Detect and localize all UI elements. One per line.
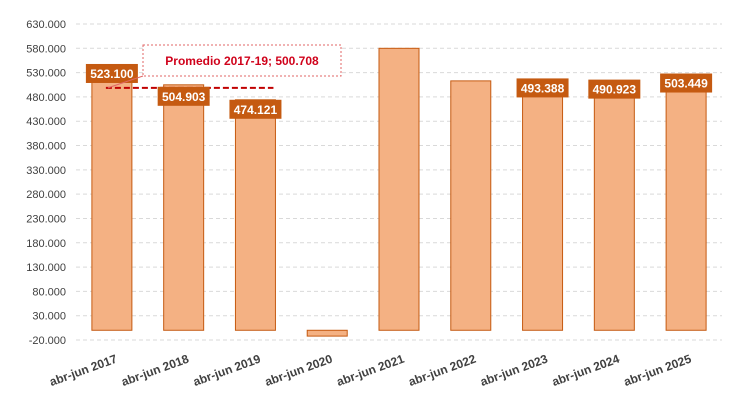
data-label-box [588,79,641,99]
y-tick-label: 180.000 [26,238,66,250]
x-tick-label: abr-jun 2023 [478,352,550,389]
x-tick-label: abr-jun 2022 [407,352,479,389]
bar[interactable] [234,99,276,331]
y-tick-label: 130.000 [26,262,66,274]
data-label-box [157,86,210,106]
x-tick-label: abr-jun 2020 [263,352,335,389]
data-label: 503.449 [664,77,708,91]
y-tick-label: 280.000 [26,189,66,201]
y-tick-label: 230.000 [26,213,66,225]
y-tick-label: 530.000 [26,68,66,80]
y-tick-label: 480.000 [26,92,66,104]
y-tick-label: 330.000 [26,165,66,177]
y-tick-label: 580.000 [26,43,66,55]
y-tick-label: 80.000 [32,286,66,298]
x-tick-label: abr-jun 2017 [48,352,120,389]
y-tick-label: 430.000 [26,116,66,128]
callout-leader-line [107,75,144,89]
bar[interactable] [593,91,635,331]
x-tick-label: abr-jun 2025 [622,352,694,389]
x-tick-label: abr-jun 2024 [550,352,622,389]
data-label: 490.923 [593,83,637,97]
data-label-box [516,78,569,98]
average-callout-label: Promedio 2017-19; 500.708 [165,54,319,68]
data-label-box [85,63,138,83]
y-tick-label: -20.000 [29,335,66,347]
bar[interactable] [665,85,707,331]
bar[interactable] [522,89,564,331]
bar[interactable] [163,84,205,331]
bar[interactable] [450,80,492,331]
bar[interactable] [91,75,133,331]
data-label: 474.121 [234,103,278,117]
x-tick-label: abr-jun 2021 [335,352,407,389]
y-tick-label: 380.000 [26,141,66,153]
x-tick-label: abr-jun 2018 [119,352,191,389]
y-tick-label: 30.000 [32,311,66,323]
bar[interactable] [378,47,420,331]
y-tick-label: 630.000 [26,19,66,31]
x-tick-label: abr-jun 2019 [191,352,263,389]
bar[interactable] [306,329,348,337]
data-label: 504.903 [162,90,206,104]
data-label-box [229,99,282,119]
data-label-box [660,73,713,93]
average-callout-box [142,44,342,77]
data-label: 493.388 [521,81,565,95]
data-label: 523.100 [90,67,134,81]
